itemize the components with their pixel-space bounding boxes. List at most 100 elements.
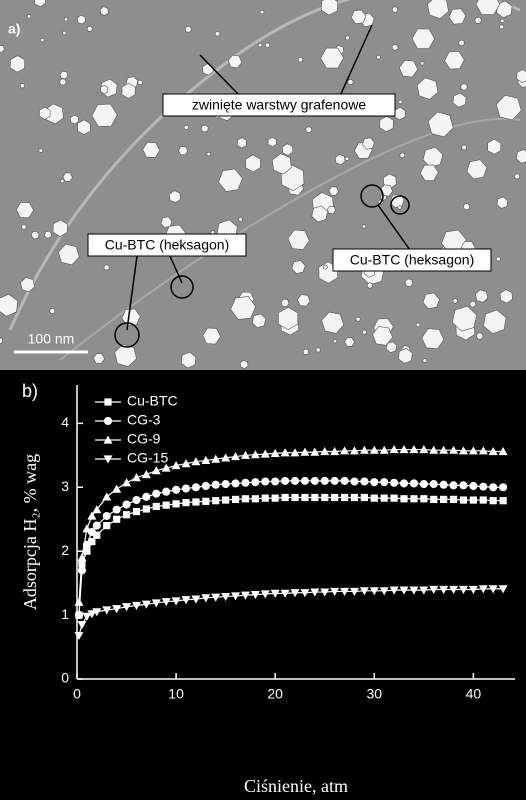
x-tick-label: 10	[168, 686, 184, 702]
particle	[185, 26, 191, 32]
y-tick-label: 4	[61, 414, 69, 430]
point	[123, 511, 130, 518]
point	[470, 496, 477, 503]
point	[192, 483, 200, 491]
particle	[392, 7, 398, 13]
point	[301, 477, 309, 485]
point	[261, 477, 269, 485]
point	[371, 495, 378, 502]
point	[311, 477, 319, 485]
particle	[104, 265, 109, 271]
particle	[461, 84, 468, 91]
point	[489, 483, 497, 491]
point	[75, 611, 83, 619]
micrograph-panel: a) zwinięte warstwy grafenowe Cu-BTC (he…	[0, 0, 526, 370]
point	[153, 503, 160, 510]
point	[202, 482, 210, 490]
particle	[184, 125, 189, 130]
point	[460, 496, 467, 503]
particle	[356, 317, 360, 322]
point	[440, 481, 448, 489]
particle	[39, 148, 43, 153]
point	[321, 494, 328, 501]
particle	[207, 152, 211, 156]
particle	[475, 17, 482, 23]
particle	[237, 138, 246, 148]
point	[252, 495, 259, 502]
point	[172, 500, 179, 507]
particle	[362, 225, 366, 229]
particle	[345, 157, 349, 161]
particle	[268, 137, 276, 146]
legend-marker	[104, 417, 112, 425]
point	[172, 486, 180, 494]
panel-label: a)	[8, 21, 20, 37]
point	[281, 494, 288, 501]
point	[232, 496, 239, 503]
point	[103, 522, 110, 529]
particle	[40, 38, 44, 42]
particle	[398, 206, 402, 210]
legend-label: CG-9	[127, 431, 161, 447]
point	[341, 477, 349, 485]
particle	[50, 308, 56, 313]
point	[271, 477, 279, 485]
particle	[239, 217, 243, 221]
particle	[377, 55, 381, 59]
figure: a) zwinięte warstwy grafenowe Cu-BTC (he…	[0, 0, 526, 800]
point	[410, 479, 418, 487]
point	[500, 497, 507, 504]
particle	[258, 43, 262, 47]
point	[133, 508, 140, 515]
particle	[316, 348, 321, 353]
point	[78, 566, 86, 574]
point	[351, 494, 358, 501]
point	[380, 478, 388, 486]
point	[281, 477, 289, 485]
particle	[138, 80, 143, 85]
point	[400, 479, 408, 487]
y-tick-label: 2	[61, 542, 69, 558]
page: {"panel_a": {"label": "a)", "annotations…	[0, 0, 526, 800]
x-tick-label: 30	[366, 686, 382, 702]
point	[311, 494, 318, 501]
y-tick-label: 3	[61, 478, 69, 494]
point	[132, 496, 140, 504]
point	[361, 494, 368, 501]
point	[182, 484, 190, 492]
particle	[260, 10, 264, 14]
point	[490, 497, 497, 504]
particle	[400, 153, 405, 158]
x-tick-label: 20	[267, 686, 283, 702]
particle	[215, 31, 220, 36]
y-axis-label: Adsorpcja H₂, % wag	[20, 454, 40, 610]
point	[202, 498, 209, 505]
legend-label: CG-15	[127, 450, 168, 466]
particle	[399, 100, 403, 104]
x-tick-label: 40	[466, 686, 482, 702]
point	[420, 480, 428, 488]
point	[251, 478, 259, 486]
particle	[500, 19, 504, 23]
point	[400, 495, 407, 502]
point	[479, 483, 487, 491]
point	[381, 495, 388, 502]
particle	[514, 174, 520, 179]
particle	[416, 323, 420, 327]
point	[212, 497, 219, 504]
particle	[333, 339, 337, 343]
point	[212, 481, 220, 489]
point	[122, 500, 130, 508]
point	[391, 495, 398, 502]
particle	[323, 265, 327, 270]
point	[192, 498, 199, 505]
x-axis-label: Ciśnienie, atm	[244, 776, 348, 796]
y-tick-label: 1	[61, 606, 69, 622]
point	[350, 477, 358, 485]
point	[450, 496, 457, 503]
point	[143, 505, 150, 512]
point	[241, 479, 249, 487]
point	[459, 481, 467, 489]
point	[222, 496, 229, 503]
scale-bar-label: 100 nm	[28, 331, 75, 347]
